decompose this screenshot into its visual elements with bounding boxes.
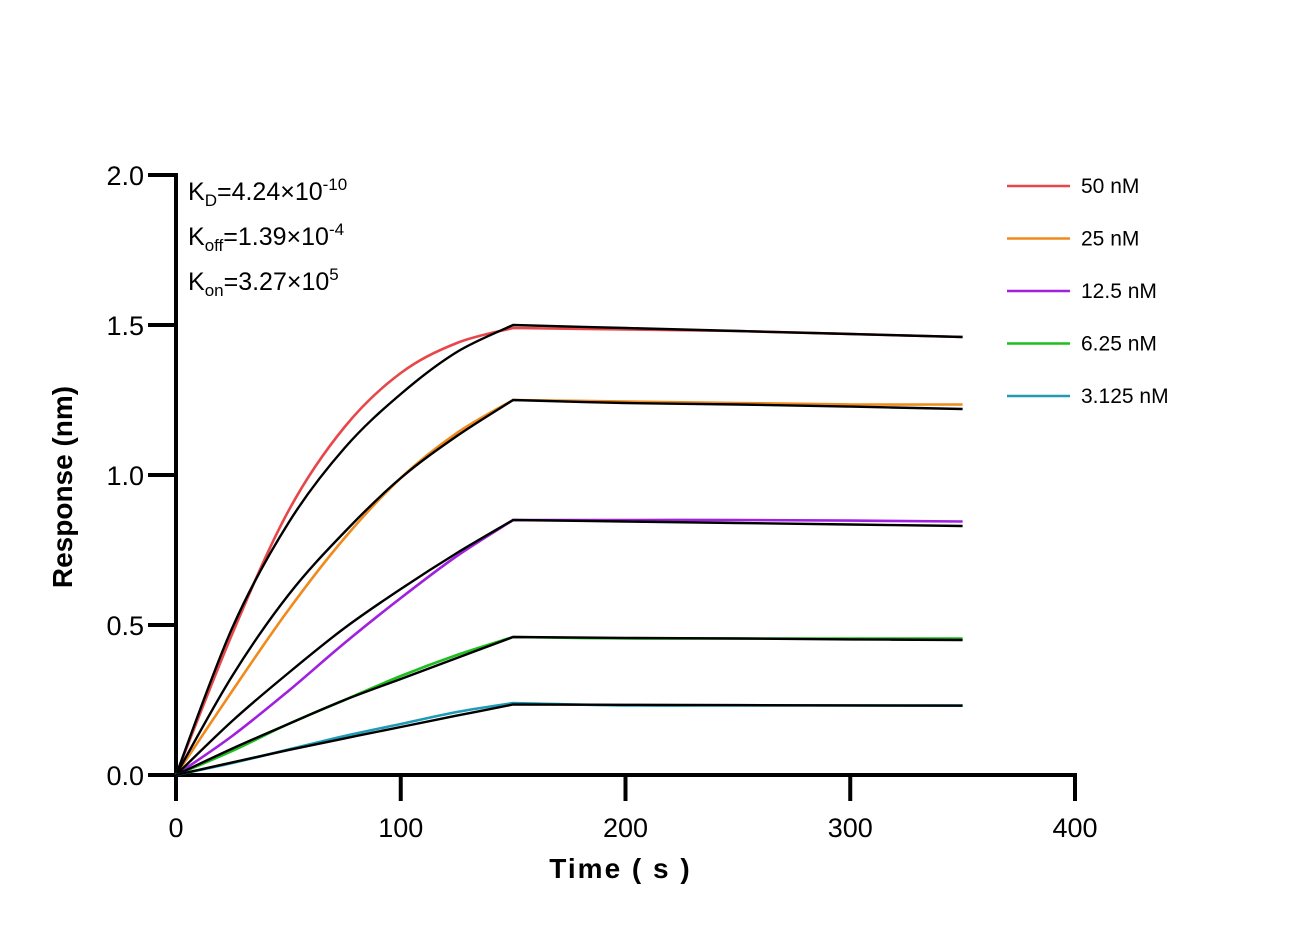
y-tick-label: 0.0 <box>106 761 144 791</box>
annotation-kon: Kon=3.27×105 <box>188 265 339 300</box>
y-tick-label: 1.0 <box>106 461 144 491</box>
legend-label: 3.125 nM <box>1081 385 1169 408</box>
x-tick-label: 0 <box>168 813 183 843</box>
fit-line-25-nM <box>174 398 963 776</box>
legend-label: 50 nM <box>1081 175 1139 198</box>
fit-line-12-5-nM <box>175 518 963 776</box>
y-tick-label: 2.0 <box>106 161 144 191</box>
data-line-3-125-nM <box>175 701 963 777</box>
legend-label: 6.25 nM <box>1081 333 1157 356</box>
x-tick-label: 200 <box>603 813 648 843</box>
x-axis-title: Time ( s ) <box>549 853 691 884</box>
annotation-kd: KD=4.24×10-10 <box>188 175 348 210</box>
x-tick-label: 400 <box>1052 813 1097 843</box>
fit-line-50-nM <box>174 323 963 776</box>
annotation-koff: Koff=1.39×10-4 <box>188 220 345 255</box>
fit-line-6-25-nM <box>175 635 963 777</box>
x-tick-label: 300 <box>828 813 873 843</box>
data-line-12-5-nM <box>175 518 963 777</box>
data-line-25-nM <box>174 398 963 776</box>
y-axis-title: Response (nm) <box>47 386 78 588</box>
data-line-50-nM <box>174 326 963 776</box>
x-tick-label: 100 <box>378 813 423 843</box>
legend-label: 25 nM <box>1081 228 1139 251</box>
y-tick-label: 0.5 <box>106 611 144 641</box>
y-tick-label: 1.5 <box>106 311 144 341</box>
fit-line-3-125-nM <box>175 703 963 777</box>
legend-label: 12.5 nM <box>1081 280 1157 303</box>
